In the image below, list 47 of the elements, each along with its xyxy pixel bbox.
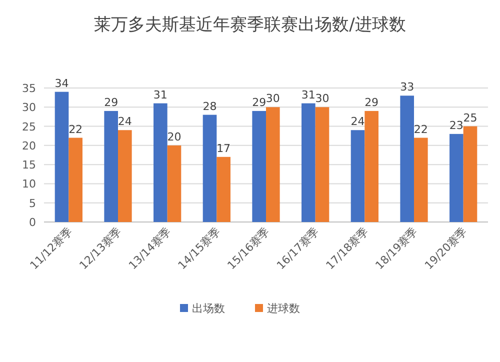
y-tick-label: 20 [22,139,36,152]
bar [414,138,428,222]
data-label: 31 [153,88,168,102]
legend-label: 出场数 [192,302,225,315]
bar [216,156,230,222]
data-label: 31 [301,88,316,102]
data-label: 29 [364,96,379,109]
bar [68,138,82,222]
bar [202,114,217,222]
y-tick-label: 25 [22,120,36,134]
bar [252,110,266,222]
chart-title: 莱万多夫斯基近年赛季联赛出场数/进球数 [94,15,406,35]
y-tick-label: 15 [22,158,36,172]
data-label: 25 [463,111,478,124]
data-label: 28 [202,100,217,113]
data-label: 22 [68,122,83,136]
data-label: 30 [266,92,280,106]
bar [315,107,330,222]
data-label: 22 [414,122,428,136]
data-label: 24 [118,115,132,128]
data-label: 24 [350,115,365,128]
bar [463,126,478,222]
bar [350,130,365,222]
bar [302,103,316,222]
bar [118,130,132,222]
bar [154,103,168,222]
bar [400,96,414,222]
y-tick-label: 0 [29,216,36,229]
data-label: 34 [54,76,69,90]
data-label: 30 [315,92,330,106]
bar [450,134,464,222]
y-tick-label: 35 [22,82,36,95]
bar [54,92,69,222]
y-tick-label: 5 [29,196,36,210]
data-label: 29 [252,96,266,109]
data-label: 17 [216,142,231,155]
legend-label: 进球数 [267,302,300,315]
y-tick-label: 30 [22,101,36,114]
bar [167,145,182,222]
bar [104,110,118,222]
y-tick-label: 10 [22,178,36,191]
data-label: 29 [104,96,118,109]
data-label: 33 [400,80,414,94]
data-label: 23 [449,118,464,132]
data-label: 20 [167,130,182,144]
bar [266,107,280,222]
bar [364,110,378,222]
